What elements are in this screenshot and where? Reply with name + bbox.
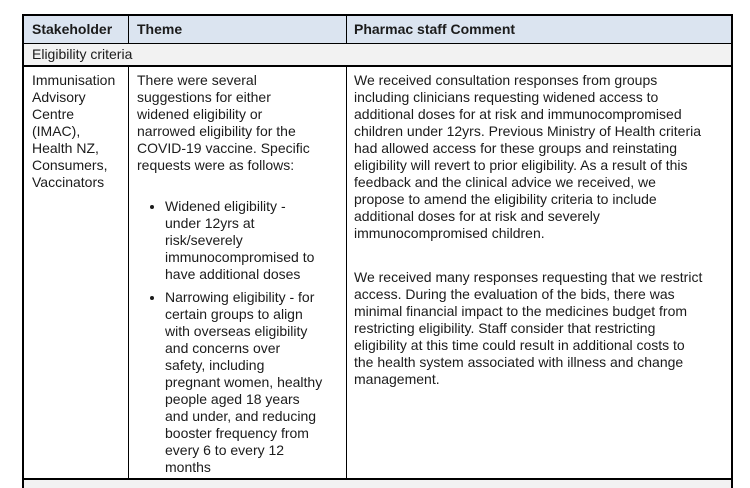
column-header-pharmac-staff-comment: Pharmac staff Comment [354,21,516,37]
table-row: Immunisation Advisory Centre (IMAC), Hea… [24,67,731,480]
stakeholder-feedback-table: Stakeholder Theme Pharmac staff Comment … [22,14,733,488]
theme-bullet-narrowing-eligibility: Narrowing eligibility - for certain grou… [165,289,323,476]
comment-paragraph-1: We received consultation responses from … [354,72,702,241]
section-header-row: Eligibility criteria [24,44,731,67]
comment-cell: We received consultation responses from … [347,67,731,478]
table-header-row: Stakeholder Theme Pharmac staff Comment [24,16,731,44]
theme-bullet-widened-eligibility: Widened eligibility - under 12yrs at ris… [165,198,323,283]
section-header-eligibility-criteria: Eligibility criteria [32,46,133,62]
column-header-theme: Theme [129,16,347,43]
column-header-stakeholder: Stakeholder [24,16,129,43]
comment-paragraph-2: We received many responses requesting th… [354,269,703,387]
stakeholder-cell: Immunisation Advisory Centre (IMAC), Hea… [24,67,129,478]
theme-intro-paragraph: There were several suggestions for eithe… [137,72,310,173]
next-section-row-partial [24,480,731,488]
next-section-cell-partial [24,480,731,488]
theme-bullet-list: Widened eligibility - under 12yrs at ris… [137,198,323,476]
theme-cell: There were several suggestions for eithe… [129,67,347,478]
